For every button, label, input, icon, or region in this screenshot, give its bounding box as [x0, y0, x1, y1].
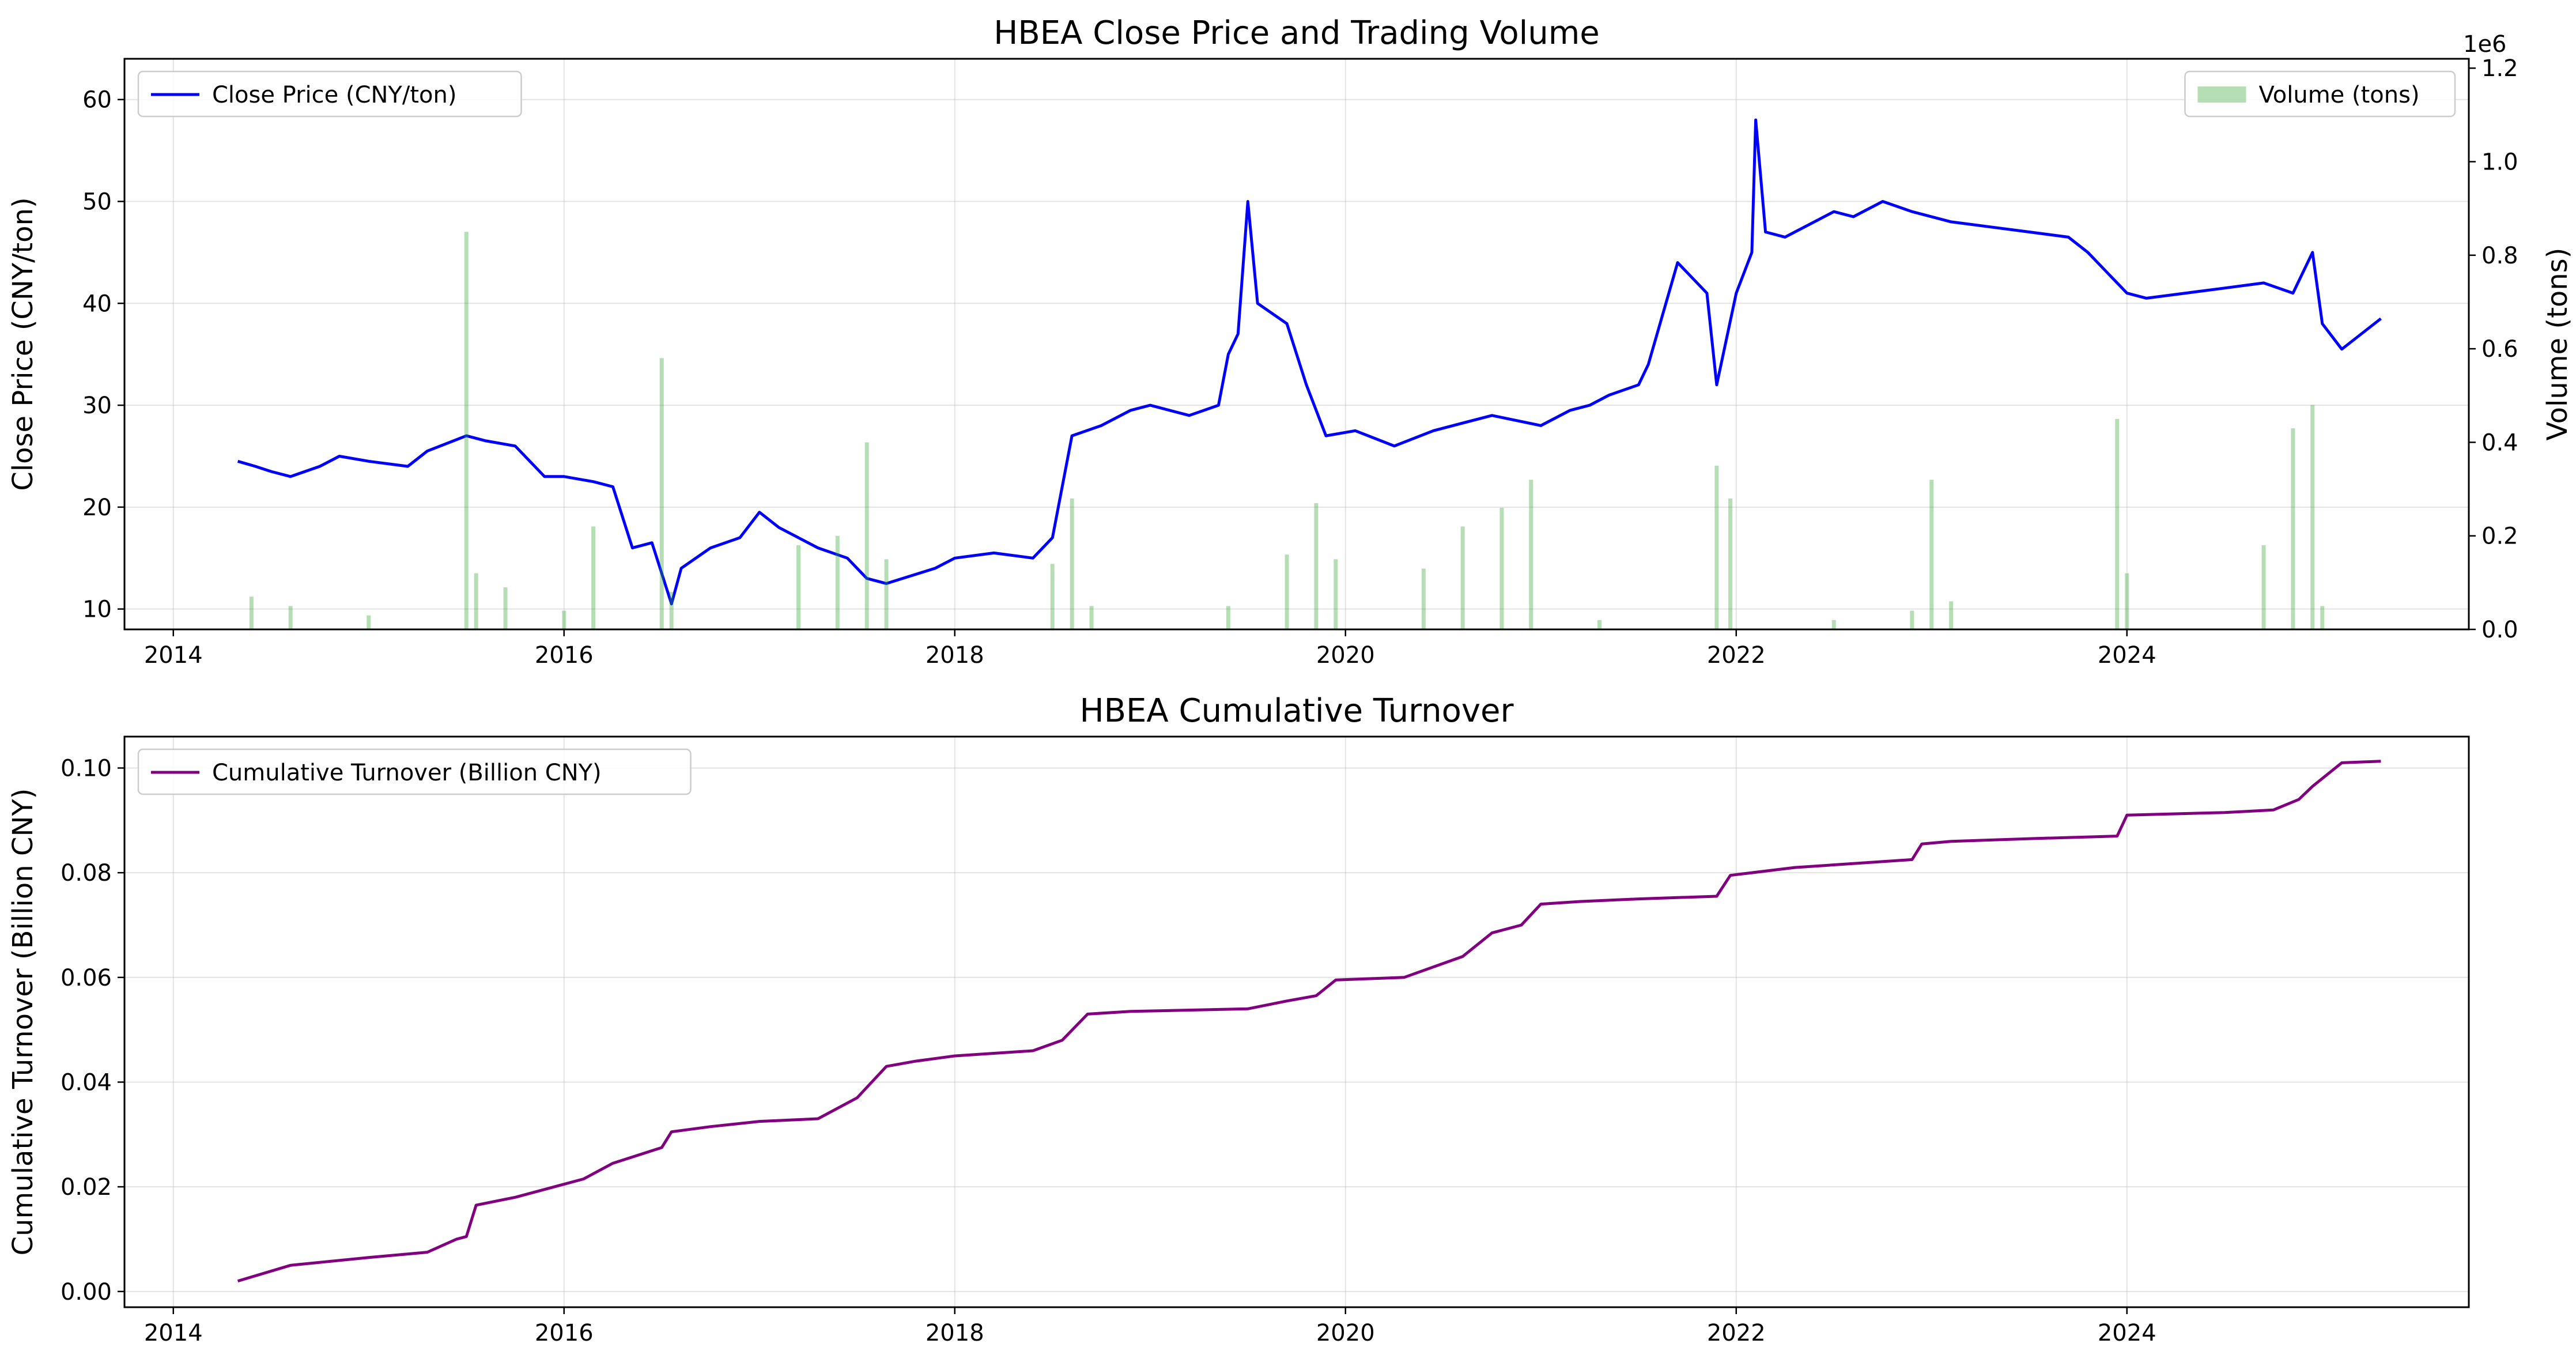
x-tick-label: 2024: [2098, 1320, 2156, 1346]
y2-tick-label: 0.2: [2481, 523, 2518, 550]
plot-frame: [123, 58, 2470, 631]
volume-bar: [249, 597, 254, 629]
legend-label: Close Price (CNY/ton): [212, 82, 456, 108]
y-tick-label: 50: [82, 189, 112, 216]
volume-bar: [1597, 620, 1601, 629]
legend-frame: [137, 70, 522, 118]
series-line: [237, 118, 2382, 606]
y-tick-label: 0.06: [61, 965, 112, 991]
y-tick-label: 30: [82, 393, 112, 419]
y2-tick-label: 1.0: [2481, 149, 2518, 176]
volume-bar: [503, 587, 508, 629]
volume-bar: [367, 615, 371, 629]
legend: Close Price (CNY/ton): [137, 70, 522, 118]
volume-bar: [1314, 503, 1319, 629]
volume-bar: [659, 358, 664, 629]
x-tick-label: 2014: [144, 1320, 203, 1346]
y-tick-label: 20: [82, 495, 112, 521]
y-tick-label: 0.00: [61, 1279, 112, 1305]
volume-bar: [2115, 418, 2120, 629]
volume-bar: [1334, 559, 1338, 629]
y-axis-label: Close Price (CNY/ton): [7, 197, 39, 490]
volume-bar: [1285, 554, 1289, 629]
x-tick-label: 2016: [535, 642, 594, 669]
y-tick-label: 0.04: [61, 1069, 112, 1096]
legend: Cumulative Turnover (Billion CNY): [137, 748, 692, 795]
y-tick-label: 0.02: [61, 1174, 112, 1201]
volume-bar: [1949, 601, 1954, 629]
volume-bar: [1499, 508, 1504, 629]
x-tick-label: 2020: [1316, 642, 1375, 669]
y2-axis-label: Volume (tons): [2541, 248, 2574, 441]
x-tick-label: 2018: [926, 642, 984, 669]
volume-bar: [835, 535, 840, 629]
y2-tick-label: 0.4: [2481, 429, 2518, 456]
volume-bar: [1421, 568, 1426, 629]
volume-bar: [474, 573, 478, 629]
plot-frame: [123, 735, 2470, 1308]
y2-tick-label: 0.6: [2481, 336, 2518, 363]
cumulative-turnover-chart: HBEA Cumulative Turnover 2014 2016 2018 2020…: [7, 692, 2470, 1346]
volume-bar: [2320, 606, 2325, 629]
volume-bar: [2310, 405, 2315, 629]
y2-tick-label: 1.2: [2481, 55, 2518, 82]
x-tick-label: 2018: [926, 1320, 984, 1346]
volume-bar: [1714, 465, 1719, 629]
volume-bar: [1089, 606, 1094, 629]
legend: Volume (tons): [2184, 70, 2456, 118]
volume-bar: [1728, 498, 1733, 629]
volume-bar: [1460, 526, 1465, 629]
legend-swatch: [2197, 86, 2246, 103]
volume-bar: [1910, 610, 1914, 629]
volume-bar: [864, 442, 869, 629]
legend-label: Volume (tons): [2259, 82, 2420, 108]
y-tick-label: 0.08: [61, 860, 112, 886]
volume-bar: [2261, 545, 2266, 629]
volume-bar: [288, 606, 293, 629]
y2-offset-text: 1e6: [2463, 31, 2507, 58]
x-tick-label: 2014: [144, 642, 203, 669]
legend-frame: [2184, 70, 2456, 118]
volume-bar: [2125, 573, 2129, 629]
x-tick-label: 2022: [1707, 1320, 1766, 1346]
volume-bar: [591, 526, 596, 629]
chart-title: HBEA Cumulative Turnover: [1079, 692, 1514, 730]
volume-bar: [669, 592, 674, 629]
y2-tick-label: 0.0: [2481, 617, 2518, 643]
chart-title: HBEA Close Price and Trading Volume: [994, 14, 1599, 52]
volume-bar: [1226, 606, 1230, 629]
volume-bar: [1070, 498, 1074, 629]
volume-bar: [562, 610, 566, 629]
price-volume-chart: HBEA Close Price and Trading Volume 2014 2…: [7, 14, 2574, 669]
volume-bar: [1929, 480, 1934, 629]
volume-bar: [1050, 564, 1055, 629]
x-tick-label: 2022: [1707, 642, 1766, 669]
y2-tick-label: 0.8: [2481, 243, 2518, 269]
y-tick-label: 10: [82, 597, 112, 623]
legend-frame: [137, 748, 692, 795]
y-tick-label: 40: [82, 290, 112, 317]
y-tick-label: 0.10: [61, 755, 112, 782]
volume-bar: [884, 559, 889, 629]
legend-label: Cumulative Turnover (Billion CNY): [212, 760, 602, 786]
volume-bar: [796, 545, 801, 629]
series-line: [237, 760, 2381, 1282]
volume-bar: [1529, 480, 1533, 629]
y-tick-label: 60: [82, 87, 112, 114]
volume-bar: [1831, 620, 1836, 629]
y-axis-label: Cumulative Turnover (Billion CNY): [7, 788, 39, 1256]
x-tick-label: 2024: [2098, 642, 2156, 669]
x-tick-label: 2020: [1316, 1320, 1375, 1346]
volume-bar: [2291, 428, 2295, 629]
x-tick-label: 2016: [535, 1320, 594, 1346]
volume-bar: [464, 232, 469, 629]
